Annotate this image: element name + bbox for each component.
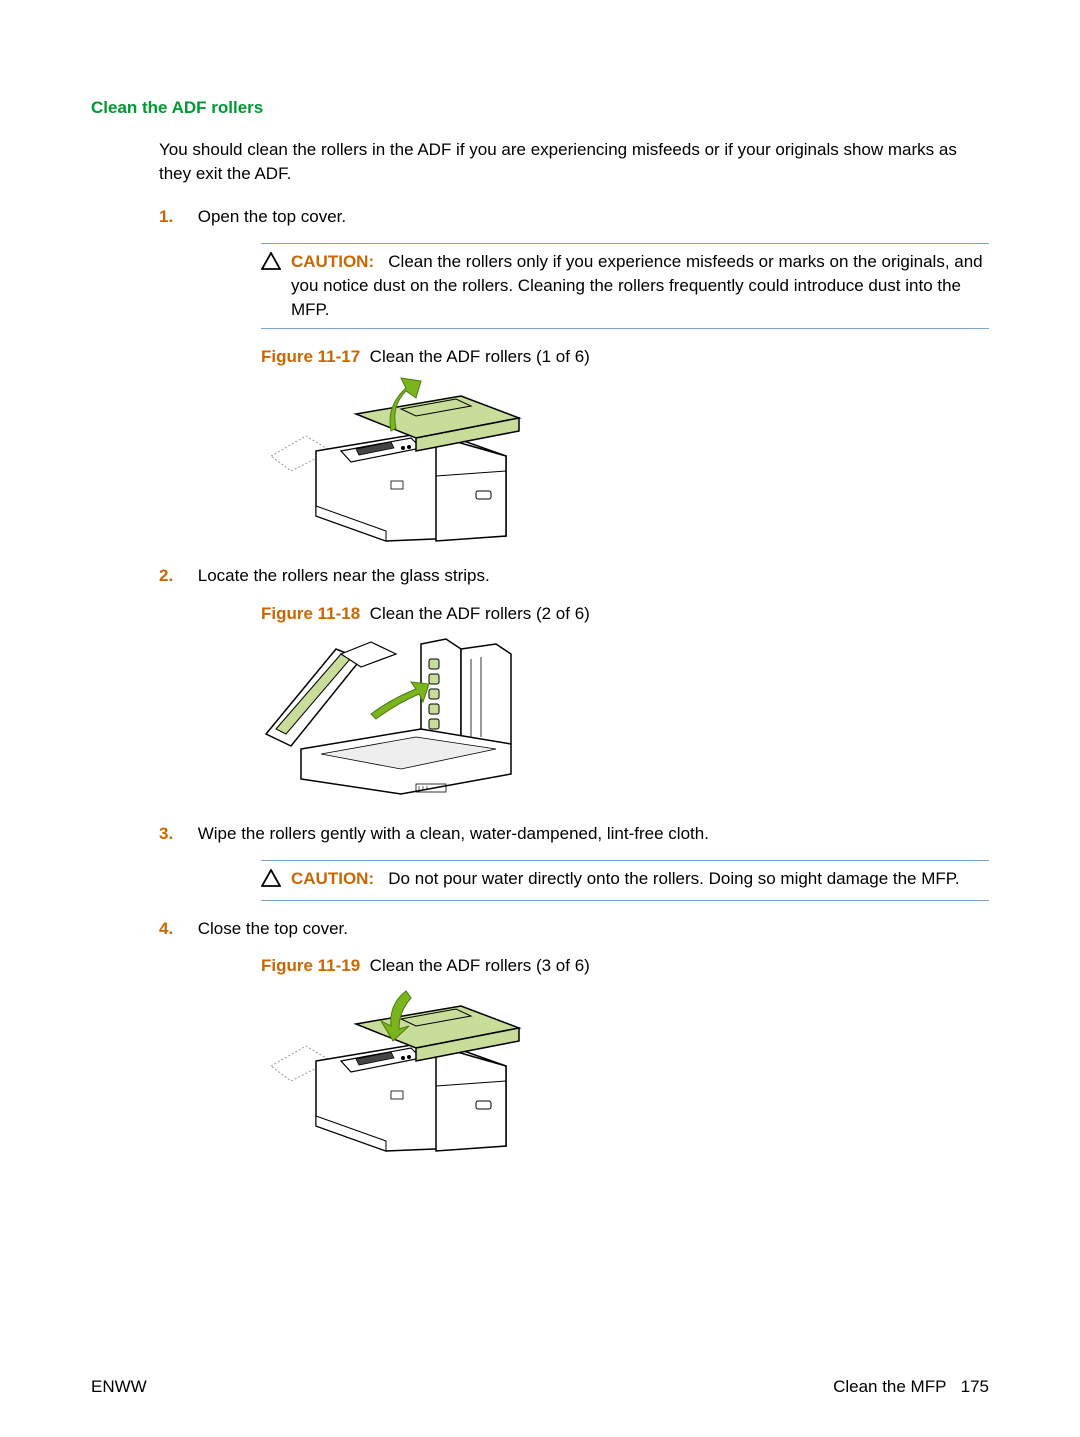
figure-label: Figure 11-17	[261, 347, 360, 366]
figure-11-18	[261, 634, 989, 804]
step-text: Open the top cover.	[198, 205, 988, 229]
caution-text: CAUTION: Do not pour water directly onto…	[291, 867, 989, 891]
step-number: 2.	[159, 564, 193, 588]
caution-box: CAUTION: Do not pour water directly onto…	[261, 860, 989, 901]
step-number: 1.	[159, 205, 193, 229]
footer-left: ENWW	[91, 1375, 147, 1399]
caution-body: Do not pour water directly onto the roll…	[388, 869, 959, 888]
intro-paragraph: You should clean the rollers in the ADF …	[159, 138, 989, 186]
step-text: Wipe the rollers gently with a clean, wa…	[198, 822, 988, 846]
figure-11-19	[261, 986, 989, 1156]
figure-caption: Figure 11-19 Clean the ADF rollers (3 of…	[261, 954, 989, 978]
figure-caption-text: Clean the ADF rollers (3 of 6)	[370, 956, 590, 975]
figure-label: Figure 11-19	[261, 956, 360, 975]
caution-body: Clean the rollers only if you experience…	[291, 252, 983, 319]
step-text: Close the top cover.	[198, 917, 988, 941]
figure-caption-text: Clean the ADF rollers (2 of 6)	[370, 604, 590, 623]
caution-box: CAUTION: Clean the rollers only if you e…	[261, 243, 989, 328]
caution-text: CAUTION: Clean the rollers only if you e…	[291, 250, 989, 321]
caution-icon	[261, 869, 281, 894]
footer-right: Clean the MFP 175	[833, 1375, 989, 1399]
step-2: 2. Locate the rollers near the glass str…	[159, 564, 989, 804]
step-text: Locate the rollers near the glass strips…	[198, 564, 988, 588]
figure-caption-text: Clean the ADF rollers (1 of 6)	[370, 347, 590, 366]
step-number: 4.	[159, 917, 193, 941]
caution-label: CAUTION:	[291, 869, 374, 888]
step-number: 3.	[159, 822, 193, 846]
caution-label: CAUTION:	[291, 252, 374, 271]
step-1: 1. Open the top cover. CAUTION: Clean th…	[159, 205, 989, 546]
step-4: 4. Close the top cover. Figure 11-19 Cle…	[159, 917, 989, 1157]
caution-icon	[261, 252, 281, 277]
figure-11-17	[261, 376, 989, 546]
page-footer: ENWW Clean the MFP 175	[91, 1375, 989, 1399]
figure-label: Figure 11-18	[261, 604, 360, 623]
section-heading: Clean the ADF rollers	[91, 96, 989, 120]
step-list: 1. Open the top cover. CAUTION: Clean th…	[159, 205, 989, 1156]
figure-caption: Figure 11-17 Clean the ADF rollers (1 of…	[261, 345, 989, 369]
step-3: 3. Wipe the rollers gently with a clean,…	[159, 822, 989, 901]
figure-caption: Figure 11-18 Clean the ADF rollers (2 of…	[261, 602, 989, 626]
